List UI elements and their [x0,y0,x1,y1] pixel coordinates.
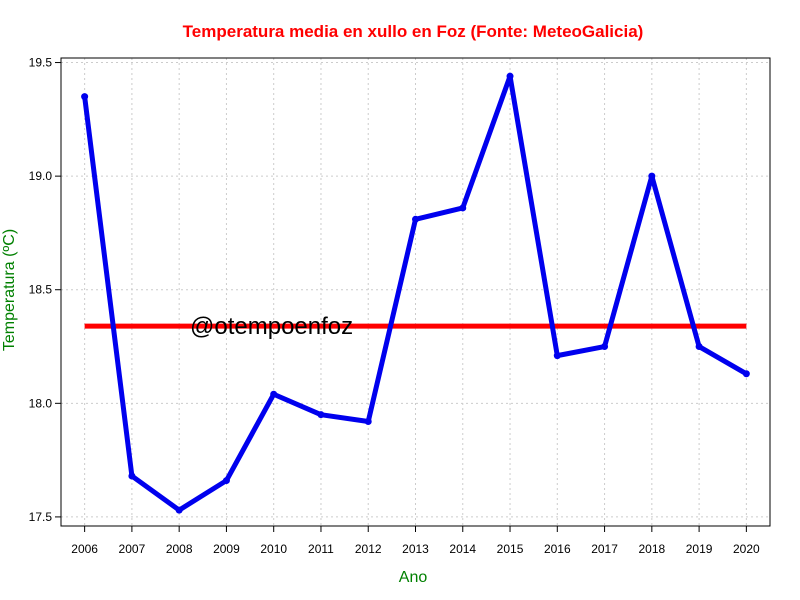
data-point [412,215,419,223]
data-point [81,93,89,101]
grid [61,58,770,526]
y-axis: 17.5 18.0 18.5 19.0 19.5 [29,56,61,524]
x-axis-label: Ano [399,569,428,586]
x-tick-label: 2014 [449,542,476,556]
x-axis: 2006 2007 2008 2009 2010 2011 2012 2013 2014 2015… [71,526,760,556]
watermark-text: @otempoenfoz [190,313,353,340]
data-point [742,370,750,378]
x-tick-label: 2006 [71,542,98,556]
x-tick-label: 2011 [308,542,334,556]
y-tick-label: 18.5 [29,283,53,297]
data-point [506,72,514,80]
data-point [175,506,183,514]
y-tick-label: 18.0 [29,396,53,410]
x-tick-label: 2013 [402,542,429,556]
x-tick-label: 2016 [544,542,571,556]
x-tick-label: 2015 [497,542,524,556]
x-tick-label: 2020 [733,542,760,556]
x-tick-label: 2018 [638,542,665,556]
x-tick-label: 2012 [355,542,382,556]
data-point [695,343,703,351]
data-point [553,352,561,360]
data-point [317,411,325,419]
data-point [222,477,230,485]
x-tick-label: 2019 [686,542,713,556]
data-point [270,390,278,398]
series-group [81,72,750,514]
x-tick-label: 2008 [166,542,193,556]
data-point [648,172,656,180]
data-point [601,343,609,351]
y-tick-label: 17.5 [29,510,53,524]
chart-title: Temperatura media en xullo en Foz (Fonte… [183,22,644,41]
x-tick-label: 2007 [119,542,146,556]
data-point [128,472,136,480]
x-tick-label: 2017 [591,542,618,556]
y-tick-label: 19.5 [29,56,53,70]
data-point [459,204,467,212]
x-tick-label: 2009 [213,542,240,556]
y-axis-label: Temperatura (ºC) [1,229,18,351]
data-point [364,417,372,425]
y-tick-label: 19.0 [29,169,53,183]
x-tick-label: 2010 [260,542,287,556]
